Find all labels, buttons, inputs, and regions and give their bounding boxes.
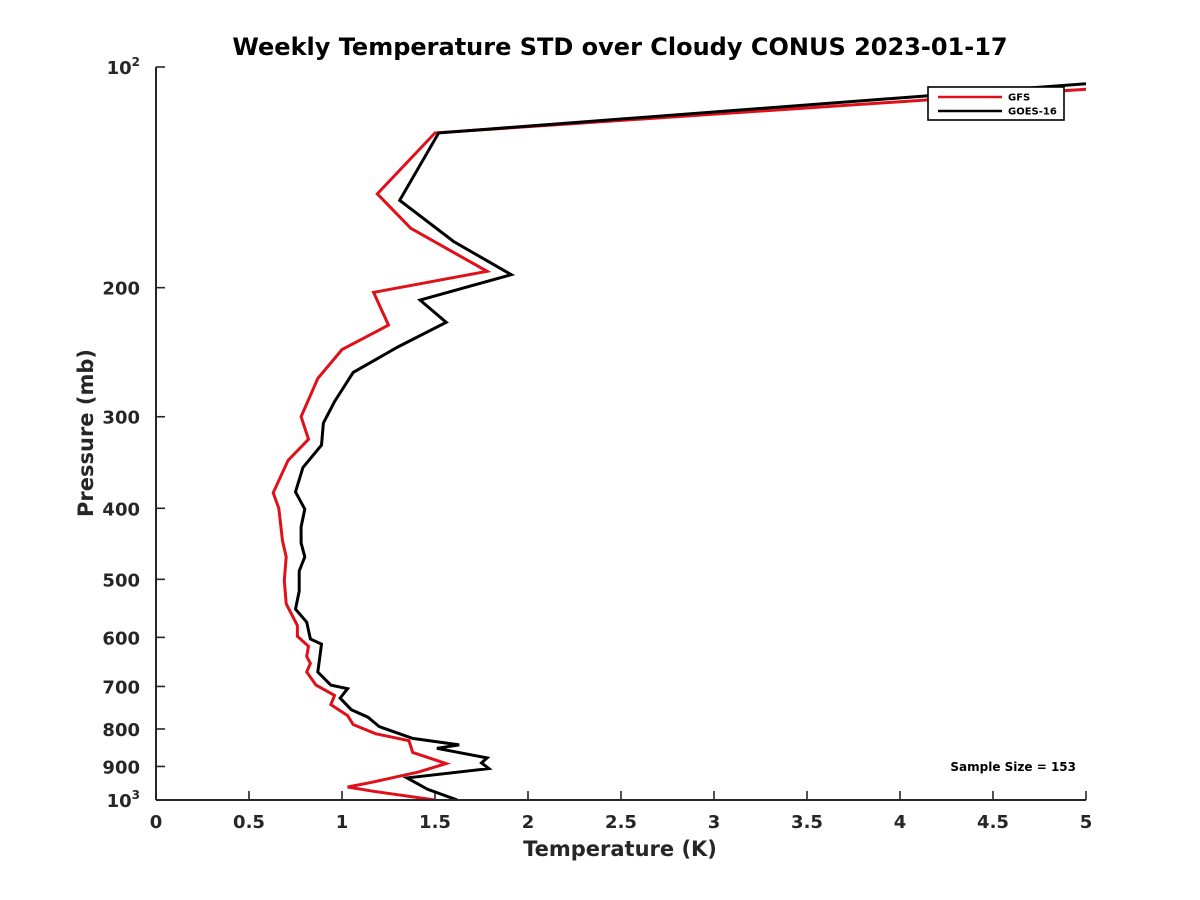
x-tick-label: 5: [1080, 812, 1093, 833]
series-line-gfs: [271, 87, 1086, 800]
y-axis-label: Pressure (mb): [74, 349, 98, 517]
y-axis-ticks: 102 200 300 400 500 600 700 800 900 103: [102, 55, 165, 812]
x-tick-label: 3.5: [791, 812, 823, 833]
x-axis-label: Temperature (K): [523, 837, 717, 861]
series-lines: [271, 82, 1086, 800]
x-tick-label: 0: [150, 812, 163, 833]
x-tick-label: 2.5: [605, 812, 637, 833]
x-tick-label: 2: [522, 812, 535, 833]
y-tick-label: 103: [107, 788, 140, 812]
legend-label: GFS: [1008, 93, 1030, 104]
y-tick-label: 600: [102, 628, 140, 649]
legend: GFS GOES-16: [927, 86, 1065, 121]
x-tick-label: 1.5: [419, 812, 451, 833]
legend-box: [927, 86, 1065, 121]
x-axis-ticks: 0 0.5 1 1.5 2 2.5 3 3.5 4 4.5 5: [150, 791, 1093, 833]
y-tick-label: 102: [107, 55, 140, 79]
series-line-goes-16: [293, 82, 1086, 800]
x-tick-label: 3: [708, 812, 721, 833]
sample-size-annotation: Sample Size = 153: [950, 760, 1076, 774]
y-tick-label: 800: [102, 720, 140, 741]
x-tick-label: 4: [894, 812, 907, 833]
y-tick-label: 500: [102, 570, 140, 591]
y-tick-label: 700: [102, 677, 140, 698]
y-tick-label: 300: [102, 408, 140, 429]
chart-title: Weekly Temperature STD over Cloudy CONUS…: [232, 33, 1007, 61]
x-tick-label: 1: [336, 812, 349, 833]
x-tick-label: 0.5: [233, 812, 265, 833]
y-tick-label: 900: [102, 757, 140, 778]
x-tick-label: 4.5: [977, 812, 1009, 833]
legend-label: GOES-16: [1008, 107, 1057, 118]
y-tick-label: 400: [102, 499, 140, 520]
y-tick-label: 200: [102, 279, 140, 300]
